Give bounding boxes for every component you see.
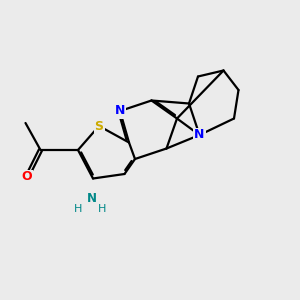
Text: N: N: [86, 192, 97, 206]
Text: S: S: [94, 119, 103, 133]
Text: O: O: [22, 170, 32, 184]
Text: H: H: [74, 203, 82, 214]
Text: H: H: [98, 203, 106, 214]
Text: N: N: [115, 104, 125, 118]
Text: N: N: [194, 128, 205, 142]
